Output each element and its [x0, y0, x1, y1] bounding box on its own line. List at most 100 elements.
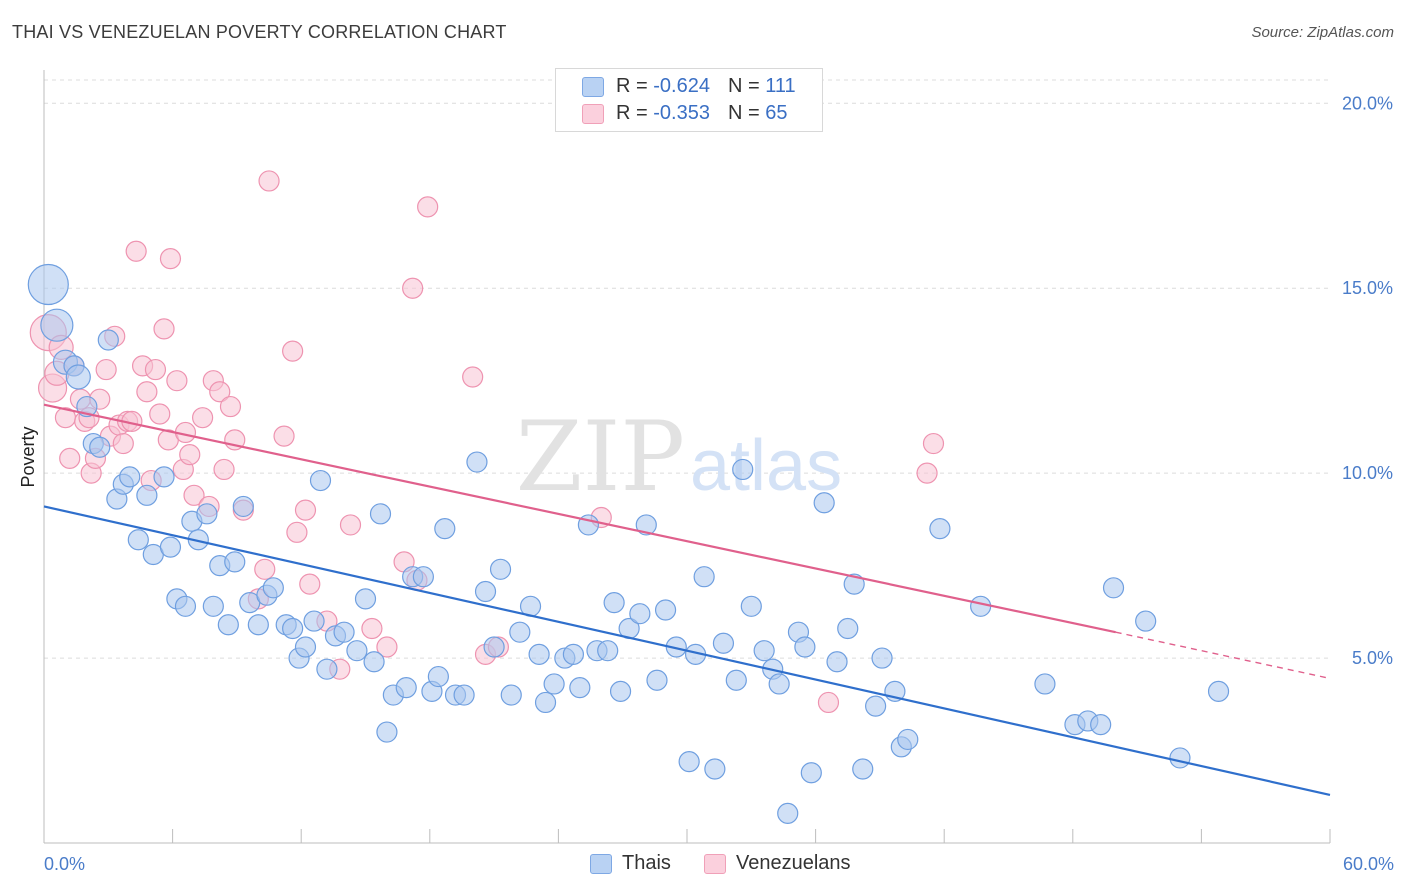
y-tick-label: 5.0% [1352, 648, 1393, 668]
thai-point [294, 636, 317, 658]
legend-swatch-venezuelans [582, 103, 604, 124]
legend-r-label: R = [616, 102, 654, 124]
venezuelan-trend-extension [1115, 631, 1331, 680]
thai-point [740, 595, 762, 617]
venezuelan-point [144, 358, 167, 381]
legend-r-label: R = [616, 75, 654, 97]
venezuelan-point [916, 462, 938, 484]
thai-point [76, 395, 98, 418]
venezuelan-point [817, 691, 840, 714]
thai-point [794, 636, 816, 658]
thai-point [174, 595, 197, 617]
thai-point [89, 436, 111, 458]
legend-r-value: -0.353 [653, 102, 710, 124]
thai-point [569, 677, 591, 699]
thai-point [309, 469, 332, 492]
thai-point [40, 308, 74, 342]
thai-point [466, 451, 488, 473]
venezuelan-point [166, 370, 188, 392]
thai-point [1034, 673, 1056, 695]
thai-point [434, 518, 456, 540]
watermark-atlas: atlas [690, 426, 842, 506]
thai-point [202, 595, 224, 617]
thai-point [1169, 747, 1191, 769]
thai-point [678, 751, 700, 773]
venezuelan-point [922, 432, 945, 455]
thai-point [354, 588, 377, 610]
venezuelan-point [376, 636, 398, 658]
bottom-legend-venezuelans: Venezuelans [704, 852, 851, 875]
thai-point [609, 680, 632, 702]
bottom-legend-venezuelans-label: Venezuelans [736, 852, 851, 874]
venezuelan-point [462, 366, 484, 388]
thai-point [489, 558, 512, 580]
thai-point [777, 802, 799, 825]
chart-source: Source: ZipAtlas.com [1251, 24, 1394, 41]
bottom-legend-thais-label: Thais [622, 852, 671, 874]
thai-point [412, 566, 434, 588]
thai-point [852, 758, 874, 780]
venezuelan-point [179, 444, 201, 466]
thai-point [453, 684, 475, 706]
thai-point [159, 536, 182, 558]
venezuelan-point [149, 403, 171, 425]
y-tick-label: 15.0% [1342, 278, 1393, 298]
legend-n-label: N = [727, 75, 766, 97]
venezuelan-point [339, 514, 362, 536]
thai-point [127, 529, 149, 551]
thai-trend-line [43, 505, 1331, 796]
venezuelan-point [112, 432, 134, 455]
venezuelan-point [258, 170, 280, 192]
y-tick-label: 20.0% [1342, 93, 1393, 113]
legend-row-thais: R = -0.624 N = 111 [582, 75, 796, 99]
thai-point [837, 617, 859, 640]
thai-point [395, 677, 417, 699]
thai-point [800, 762, 822, 784]
venezuelan-point [361, 617, 383, 640]
bottom-swatch-thais [590, 853, 612, 874]
chart-title: THAI VS VENEZUELAN POVERTY CORRELATION C… [12, 22, 507, 42]
thai-point [27, 263, 69, 306]
thai-point [732, 458, 754, 481]
venezuelan-point [402, 277, 424, 299]
thai-point [316, 658, 338, 680]
thai-point [813, 492, 835, 514]
thai-point [528, 643, 550, 665]
thai-point [65, 364, 91, 390]
venezuelan-trend-line [43, 403, 1116, 634]
thai-point [693, 566, 715, 588]
correlation-legend: R = -0.624 N = 111 R = -0.353 N = 65 [555, 68, 823, 132]
venezuelan-point [95, 358, 117, 381]
venezuelan-point [254, 558, 276, 580]
thai-point [970, 595, 992, 617]
thai-point [136, 484, 158, 506]
thai-point [196, 503, 218, 525]
thai-point [509, 621, 531, 643]
legend-r-value: -0.624 [653, 75, 710, 97]
thai-point [282, 617, 304, 640]
thai-point [1207, 680, 1230, 702]
legend-n-label: N = [727, 102, 766, 124]
thai-point [562, 643, 585, 665]
thai-point [654, 599, 677, 621]
venezuelan-point [159, 248, 182, 270]
thai-point [929, 518, 951, 540]
venezuelan-point [299, 573, 321, 595]
thai-point [303, 610, 325, 632]
axis-layer: 5.0% 10.0% 15.0% 20.0% 0.0% 60.0% [43, 70, 1394, 874]
venezuelan-point [286, 521, 308, 543]
venezuelan-point [183, 484, 205, 506]
venezuelan-point [282, 340, 304, 362]
legend-row-venezuelans: R = -0.353 N = 65 [582, 102, 787, 126]
venezuelan-point [125, 240, 147, 262]
legend-n-value: 65 [765, 102, 788, 124]
thai-point [376, 721, 398, 743]
thai-point [603, 591, 625, 614]
thai-point [865, 695, 887, 717]
venezuelan-point [153, 318, 175, 340]
thai-point [534, 691, 557, 714]
venezuelan-point [219, 395, 242, 418]
thai-point [119, 466, 141, 488]
venezuelan-point [294, 499, 317, 521]
